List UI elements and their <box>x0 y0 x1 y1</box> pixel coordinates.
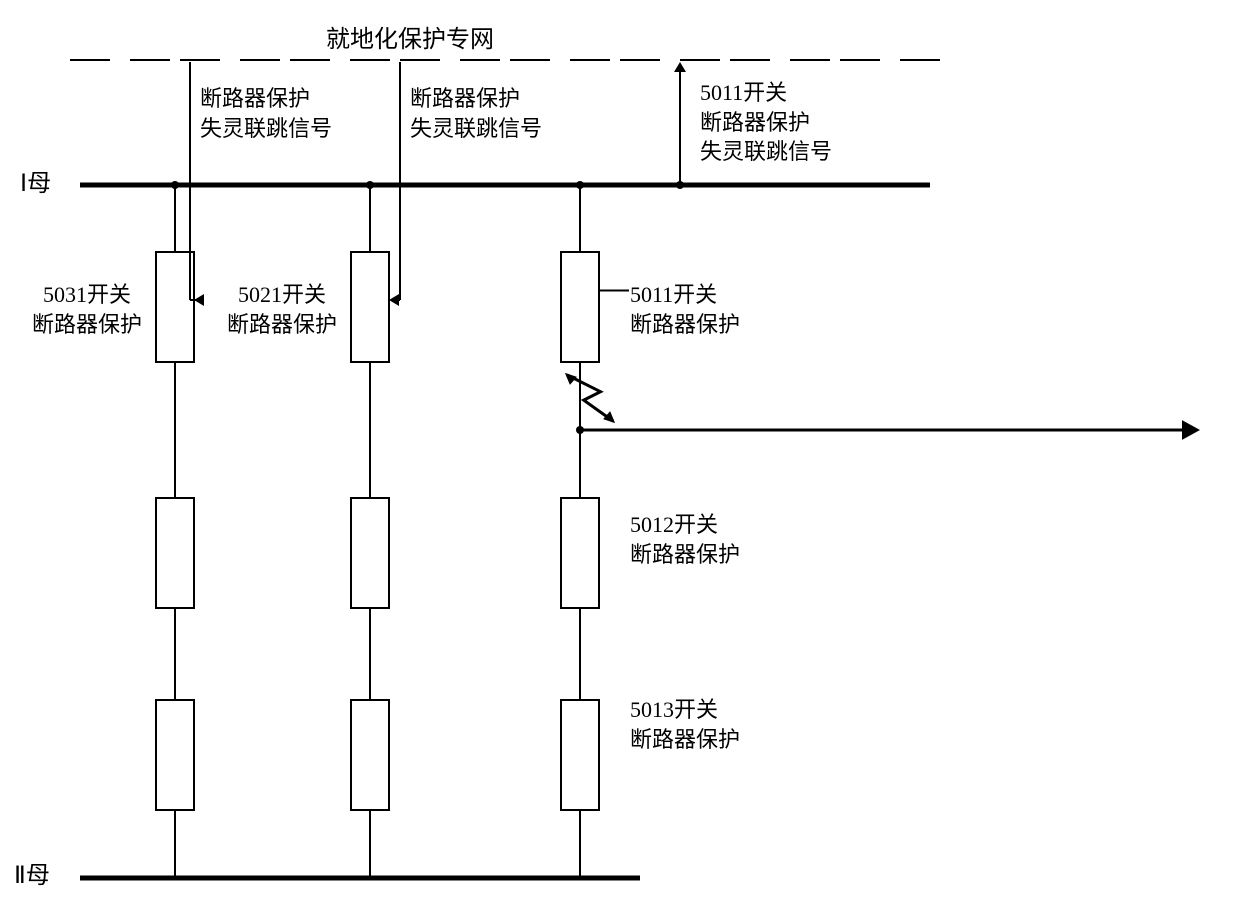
signal-label-1: 断路器保护 失灵联跳信号 <box>200 84 332 143</box>
breaker-5021-line2: 断路器保护 <box>227 312 337 337</box>
breaker-5011-line2: 断路器保护 <box>630 312 740 337</box>
signal-label-2-l1: 断路器保护 <box>410 86 520 111</box>
breaker-box <box>351 700 389 810</box>
breaker-box <box>351 252 389 362</box>
signal-label-3: 5011开关 断路器保护 失灵联跳信号 <box>700 78 832 167</box>
breaker-box <box>156 700 194 810</box>
diagram-svg <box>0 0 1240 913</box>
breaker-5031-label: 5031开关 断路器保护 <box>32 280 142 339</box>
signal-label-3-l2: 断路器保护 <box>700 110 810 135</box>
breaker-5013-label: 5013开关 断路器保护 <box>630 695 740 754</box>
breaker-box <box>561 252 599 362</box>
signal-label-1-l1: 断路器保护 <box>200 86 310 111</box>
breaker-5013-line2: 断路器保护 <box>630 727 740 752</box>
breaker-box <box>561 700 599 810</box>
breaker-5012-line1: 5012开关 <box>630 512 718 537</box>
diagram-root: 就地化保护专网 Ⅰ母 Ⅱ母 5031开关 断路器保护 5021开关 断路器保护 … <box>0 0 1240 913</box>
breaker-5012-line2: 断路器保护 <box>630 542 740 567</box>
signal-label-3-l1: 5011开关 <box>700 80 787 105</box>
bus-I-label: Ⅰ母 <box>20 168 51 200</box>
breaker-5031-line2: 断路器保护 <box>32 312 142 337</box>
breaker-5031-line1: 5031开关 <box>43 282 131 307</box>
breaker-5011-line1: 5011开关 <box>630 282 717 307</box>
signal-label-2: 断路器保护 失灵联跳信号 <box>410 84 542 143</box>
breaker-5011-label: 5011开关 断路器保护 <box>630 280 740 339</box>
breaker-box <box>561 498 599 608</box>
network-title: 就地化保护专网 <box>326 24 494 56</box>
breaker-box <box>156 252 194 362</box>
breaker-box <box>351 498 389 608</box>
breaker-5021-line1: 5021开关 <box>238 282 326 307</box>
signal-label-3-l3: 失灵联跳信号 <box>700 139 832 164</box>
breaker-box <box>156 498 194 608</box>
breaker-5012-label: 5012开关 断路器保护 <box>630 510 740 569</box>
bus-II-label: Ⅱ母 <box>14 860 50 892</box>
signal-label-1-l2: 失灵联跳信号 <box>200 116 332 141</box>
signal-label-2-l2: 失灵联跳信号 <box>410 116 542 141</box>
breaker-5021-label: 5021开关 断路器保护 <box>227 280 337 339</box>
breaker-5013-line1: 5013开关 <box>630 697 718 722</box>
